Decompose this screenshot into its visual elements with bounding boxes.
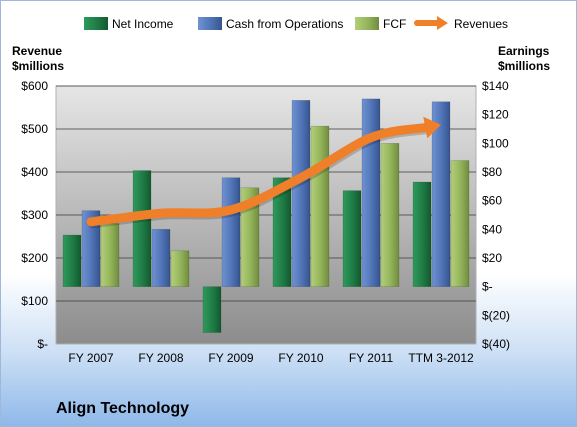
legend-item-cash-from-operations: Cash from Operations: [198, 17, 343, 31]
x-tick-label: TTM 3-2012: [408, 351, 474, 365]
legend-label-net-income: Net Income: [112, 17, 174, 31]
legend-item-net-income: Net Income: [84, 17, 174, 31]
bar-fcf: [310, 125, 330, 287]
bar-fcf: [100, 223, 120, 287]
right-tick-label: $60: [482, 194, 502, 208]
left-axis-title-line2: $millions: [12, 59, 64, 73]
bar-fcf: [450, 160, 470, 287]
x-tick-label: FY 2008: [138, 351, 183, 365]
right-axis-title-line2: $millions: [498, 59, 550, 73]
bar-net-income: [272, 177, 292, 287]
x-tick-label: FY 2010: [278, 351, 323, 365]
bar-cash-from-operations: [81, 210, 101, 287]
bar-cash-from-operations: [291, 100, 311, 287]
bar-net-income: [62, 234, 82, 287]
right-tick-label: $(40): [482, 337, 510, 351]
x-tick-label: FY 2011: [349, 351, 394, 365]
bar-fcf: [170, 250, 190, 287]
right-tick-label: $140: [482, 79, 509, 93]
legend-item-revenues: Revenues: [414, 16, 508, 31]
legend-item-fcf: FCF: [355, 17, 406, 31]
legend-swatch-fcf: [355, 17, 379, 30]
left-tick-label: $300: [21, 208, 48, 222]
left-tick-label: $400: [21, 165, 48, 179]
left-tick-label: $600: [21, 79, 48, 93]
left-tick-label: $200: [21, 251, 48, 265]
right-tick-label: $80: [482, 165, 502, 179]
legend-label-revenues: Revenues: [454, 17, 508, 31]
right-tick-label: $(20): [482, 308, 510, 322]
bars: [62, 98, 470, 333]
right-axis-ticks: $(40) $(20) $- $20 $40 $60 $80 $100 $120 $140: [482, 79, 510, 351]
legend-label-fcf: FCF: [383, 17, 406, 31]
bar-net-income: [412, 181, 432, 287]
revenues-arrowhead: [423, 116, 441, 139]
bar-net-income: [342, 190, 362, 287]
left-axis-title-line1: Revenue: [12, 44, 62, 58]
left-tick-label: $-: [37, 337, 48, 351]
chart-title: Align Technology: [56, 400, 189, 417]
bar-fcf: [380, 143, 400, 287]
gridlines: [56, 85, 476, 302]
legend: Net Income Cash from Operations FCF Reve…: [84, 16, 508, 31]
right-tick-label: $100: [482, 136, 509, 150]
legend-swatch-net-income: [84, 17, 108, 30]
legend-label-cash-from-operations: Cash from Operations: [226, 17, 343, 31]
bar-net-income: [132, 170, 152, 287]
bar-fcf: [240, 187, 260, 287]
left-axis-ticks: $- $100 $200 $300 $400 $500 $600: [21, 79, 48, 351]
revenues-line-layer: [86, 116, 442, 229]
right-tick-label: $20: [482, 251, 502, 265]
right-tick-label: $120: [482, 108, 509, 122]
legend-arrow-revenues: [437, 16, 448, 30]
x-axis-ticks: FY 2007 FY 2008 FY 2009 FY 2010 FY 2011 TTM 3…: [68, 351, 474, 365]
bar-net-income: [202, 286, 222, 333]
right-axis-title-line1: Earnings: [498, 44, 550, 58]
right-tick-label: $-: [482, 280, 493, 294]
bar-cash-from-operations: [151, 229, 171, 287]
x-tick-label: FY 2009: [208, 351, 253, 365]
left-tick-label: $100: [21, 294, 48, 308]
left-tick-label: $500: [21, 122, 48, 136]
right-tick-label: $40: [482, 222, 502, 236]
bar-cash-from-operations: [431, 101, 451, 287]
x-tick-label: FY 2007: [68, 351, 113, 365]
legend-swatch-cash-from-operations: [198, 17, 222, 30]
bar-cash-from-operations: [361, 98, 381, 287]
bar-cash-from-operations: [221, 177, 241, 287]
